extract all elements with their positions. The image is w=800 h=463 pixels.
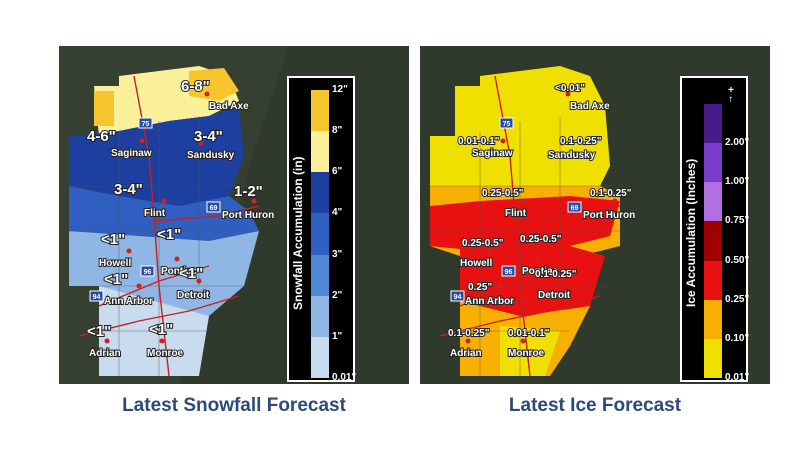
ice-amount-detroit: 0.1-0.25" (535, 269, 577, 280)
ice-legend-bar (704, 104, 722, 378)
highway-75-shield: 75 (142, 121, 150, 128)
snow-legend-swatch (311, 213, 329, 255)
amount-pontiac: <1" (157, 226, 181, 243)
ice-legend-title: Ice Accumulation (Inches) (684, 158, 698, 308)
ice-city-ann-arbor: Ann Arbor (465, 296, 514, 307)
ice-legend-swatch (704, 104, 722, 144)
city-port-huron: Port Huron (222, 210, 274, 221)
amount-adrian: <1" (87, 323, 111, 340)
snow-legend-tick: 12" (332, 84, 348, 95)
ice-highway-94-shield: 94 (454, 294, 462, 301)
ice-legend-tick: 1.00" (725, 176, 750, 188)
snow-legend-swatch (311, 131, 329, 173)
ice-legend-swatch (704, 260, 722, 300)
highway-69-shield: 69 (210, 205, 218, 212)
ice-amount-ann-arbor: 0.25" (468, 282, 492, 293)
snow-legend: Snowfall Accumulation (in) 12" 8" 6" 4" 3" 2"… (287, 76, 357, 383)
snow-caption: Latest Snowfall Forecast (122, 395, 346, 416)
snow-legend-tick: 8" (332, 125, 343, 137)
ice-legend-swatch (704, 182, 722, 222)
snow-legend-tick: 3" (332, 248, 343, 260)
snow-legend-tick: 1" (332, 330, 343, 342)
ice-city-detroit: Detroit (538, 290, 571, 301)
snow-legend-swatch (311, 254, 329, 296)
snow-legend-tick: 0.01" (332, 372, 357, 383)
ice-amount-bad-axe: <0.01" (555, 83, 585, 94)
amount-howell: <1" (101, 231, 125, 248)
ice-city-sandusky: Sandusky (548, 150, 596, 161)
ice-city-flint: Flint (505, 208, 527, 219)
ice-city-monroe: Monroe (508, 348, 545, 359)
ice-highway-shields: 75 69 96 94 (450, 117, 582, 302)
ice-amount-howell: 0.25-0.5" (462, 238, 504, 249)
ice-highway-69-shield: 69 (571, 205, 579, 212)
highway-94-shield: 94 (93, 294, 101, 301)
amount-sandusky: 3-4" (194, 128, 223, 145)
city-howell: Howell (99, 258, 131, 269)
ice-map: Bad Axe Saginaw Sandusky Flint Port Huro… (420, 46, 770, 384)
snow-zone-western (94, 91, 114, 126)
snowfall-map-svg: Bad Axe Saginaw Sandusky Flint Port Huro… (59, 46, 409, 384)
snow-zone-3-4 (69, 186, 259, 241)
ice-city-pontiac: Pontiac (522, 266, 559, 277)
city-monroe: Monroe (147, 348, 184, 359)
ice-legend-swatch (704, 299, 722, 339)
highway-shields: 75 69 96 94 (89, 117, 221, 302)
ice-legend-tick: 0.10" (725, 332, 750, 344)
snow-legend-swatch (311, 336, 329, 378)
ice-legend-top-symbol: + ↑ (728, 85, 734, 105)
ice-amount-monroe: 0.01-0.1" (508, 328, 550, 339)
ice-amount-saginaw: 0.01-0.1" (458, 136, 500, 147)
ice-city-saginaw: Saginaw (472, 148, 513, 159)
ice-city-port-huron: Port Huron (583, 210, 635, 221)
ice-highway-96-shield: 96 (505, 269, 513, 276)
snow-legend-swatch (311, 172, 329, 214)
ice-highway-75-shield: 75 (503, 121, 511, 128)
ice-legend-swatch (704, 221, 722, 261)
amount-saginaw: 4-6" (87, 128, 116, 145)
snow-zone-8-12 (189, 68, 239, 101)
ice-amount-flint: 0.25-0.5" (482, 188, 524, 199)
ice-legend-tick: 0.50" (725, 254, 750, 266)
amount-detroit: <1" (179, 265, 203, 282)
city-saginaw: Saginaw (111, 148, 152, 159)
amount-bad-axe: 6-8" (181, 78, 210, 95)
ice-city-adrian: Adrian (450, 348, 482, 359)
city-sandusky: Sandusky (187, 150, 235, 161)
amount-port-huron: 1-2" (234, 183, 263, 200)
city-bad-axe: Bad Axe (209, 101, 249, 112)
ice-amount-pontiac: 0.25-0.5" (520, 234, 562, 245)
city-pontiac: Pontiac (161, 266, 198, 277)
snow-legend-tick: 2" (332, 289, 343, 301)
amount-monroe: <1" (149, 321, 173, 338)
city-ann-arbor: Ann Arbor (104, 296, 153, 307)
ice-caption: Latest Ice Forecast (508, 395, 682, 416)
ice-legend-tick: 2.00" (725, 137, 750, 149)
amount-ann-arbor: <1" (104, 271, 128, 288)
snow-legend-tick: 6" (332, 166, 343, 178)
snow-legend-tick: 4" (332, 207, 343, 219)
ice-legend-swatch (704, 143, 722, 183)
ice-legend-tick: 0.01" (725, 372, 750, 383)
snow-legend-bar (311, 90, 329, 378)
highway-96-shield: 96 (144, 269, 152, 276)
ice-legend-swatch (704, 338, 722, 378)
ice-legend-tick: 0.25" (725, 293, 750, 305)
snow-legend-title: Snowfall Accumulation (in) (291, 156, 305, 310)
ice-city-howell: Howell (460, 258, 492, 269)
ice-city-bad-axe: Bad Axe (570, 101, 610, 112)
city-flint: Flint (144, 208, 166, 219)
snow-legend-swatch (311, 90, 329, 132)
snow-zone-4-6 (69, 106, 244, 206)
ice-amount-adrian: 0.1-0.25" (448, 328, 490, 339)
city-adrian: Adrian (89, 348, 121, 359)
ice-legend-tick: 0.75" (725, 215, 750, 227)
ice-amount-port-huron: 0.1-0.25" (590, 188, 632, 199)
snow-legend-swatch (311, 295, 329, 337)
snowfall-map: Bad Axe Saginaw Sandusky Flint Port Huro… (59, 46, 409, 384)
ice-legend: Ice Accumulation (Inches) + ↑ 2.00" 1.00"… (680, 76, 750, 383)
ice-amount-sandusky: 0.1-0.25" (560, 136, 602, 147)
amount-flint: 3-4" (114, 181, 143, 198)
city-detroit: Detroit (177, 290, 210, 301)
